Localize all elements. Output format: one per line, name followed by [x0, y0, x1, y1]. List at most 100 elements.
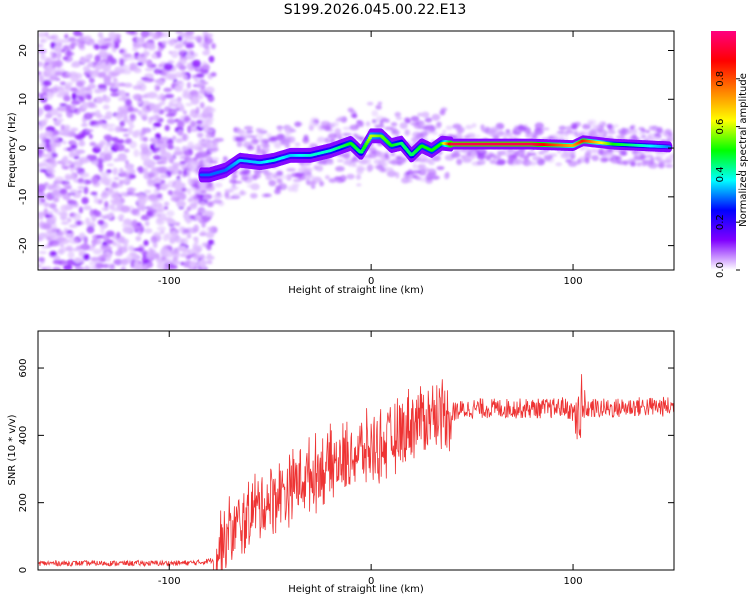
halo-blob	[655, 151, 665, 159]
noise-blob	[109, 93, 119, 97]
noise-blob	[132, 85, 143, 90]
halo-blob	[507, 154, 517, 161]
halo-blob	[215, 191, 222, 196]
noise-blob	[42, 95, 47, 99]
halo-blob	[466, 133, 476, 139]
noise-blob	[70, 144, 78, 150]
noise-blob	[53, 45, 62, 53]
halo-blob	[196, 151, 206, 157]
noise-blob	[177, 49, 188, 53]
noise-blob	[88, 221, 96, 226]
noise-blob	[110, 137, 119, 142]
noise-blob	[84, 93, 92, 100]
noise-blob	[120, 258, 129, 266]
noise-blob	[111, 201, 122, 206]
halo-blob	[565, 130, 574, 134]
noise-blob	[40, 53, 46, 61]
halo-blob	[210, 157, 220, 161]
noise-blob	[207, 107, 216, 113]
noise-blob	[173, 181, 183, 190]
noise-blob	[207, 239, 215, 246]
y-tick-label: -20	[18, 237, 29, 253]
noise-blob	[146, 210, 154, 217]
noise-blob	[43, 116, 49, 123]
halo-blob	[386, 170, 397, 178]
halo-blob	[346, 173, 355, 180]
halo-blob	[308, 120, 317, 127]
y-tick-label: 400	[18, 426, 29, 445]
noise-blob	[87, 266, 98, 270]
noise-blob	[91, 120, 100, 126]
noise-blob	[62, 140, 67, 145]
colorbar-tick-label: 0.6	[715, 119, 726, 135]
noise-blob	[163, 248, 171, 253]
halo-blob	[576, 158, 582, 165]
halo-blob	[481, 129, 488, 133]
ridge	[198, 128, 673, 183]
x-tick-label: 0	[368, 276, 374, 287]
noise-blob	[129, 114, 137, 122]
halo-blob	[395, 171, 400, 179]
noise-blob	[50, 54, 58, 60]
noise-blob	[169, 98, 180, 103]
noise-blob	[103, 145, 110, 153]
noise-blob	[187, 188, 192, 195]
halo-blob	[514, 158, 523, 165]
noise-blob	[183, 209, 189, 214]
noise-blob	[208, 55, 215, 63]
halo-blob	[328, 178, 337, 183]
noise-blob	[78, 32, 84, 38]
colorbar-tick-label: 0.2	[715, 214, 726, 230]
halo-blob	[470, 151, 478, 159]
noise-blob	[86, 225, 95, 234]
noise-blob	[116, 112, 123, 116]
halo-blob	[493, 155, 502, 160]
noise-blob	[95, 262, 104, 269]
noise-blob	[120, 266, 127, 270]
noise-blob	[199, 88, 207, 95]
halo-blob	[331, 121, 339, 127]
noise-blob	[144, 228, 153, 234]
noise-blob	[144, 67, 154, 72]
halo-blob	[278, 174, 288, 180]
spectrogram-x-label: Height of straight line (km)	[288, 285, 424, 296]
noise-blob	[156, 262, 165, 270]
halo-blob	[475, 134, 481, 138]
noise-blob	[190, 97, 200, 105]
noise-blob	[40, 198, 46, 203]
halo-blob	[352, 133, 358, 138]
halo-blob	[276, 133, 286, 141]
halo-blob	[419, 131, 428, 138]
noise-blob	[94, 143, 104, 149]
noise-blob	[113, 42, 120, 49]
noise-blob	[81, 158, 91, 163]
halo-blob	[410, 137, 420, 143]
noise-blob	[108, 41, 115, 49]
halo-blob	[381, 117, 388, 122]
noise-blob	[160, 146, 167, 154]
halo-blob	[356, 165, 364, 172]
snr-y-label: SNR (10 * v/v)	[7, 414, 18, 485]
noise-blob	[52, 117, 58, 121]
noise-blob	[192, 236, 199, 241]
noise-blob	[59, 103, 68, 107]
noise-blob	[77, 41, 85, 49]
noise-blob	[85, 129, 94, 133]
halo-blob	[565, 125, 572, 131]
noise-blob	[51, 152, 58, 159]
noise-blob	[206, 253, 212, 258]
noise-blob	[66, 110, 74, 118]
noise-blob	[38, 148, 43, 156]
noise-blob	[165, 112, 176, 118]
halo-blob	[598, 147, 605, 153]
noise-blob	[104, 200, 109, 208]
colorbar-tick-label: 0.4	[715, 166, 726, 182]
halo-blob	[200, 144, 206, 150]
noise-blob	[157, 64, 164, 68]
halo-blob	[591, 155, 599, 162]
halo-blob	[335, 117, 344, 122]
noise-blob	[174, 222, 181, 227]
noise-blob	[164, 206, 169, 210]
noise-blob	[70, 103, 76, 112]
